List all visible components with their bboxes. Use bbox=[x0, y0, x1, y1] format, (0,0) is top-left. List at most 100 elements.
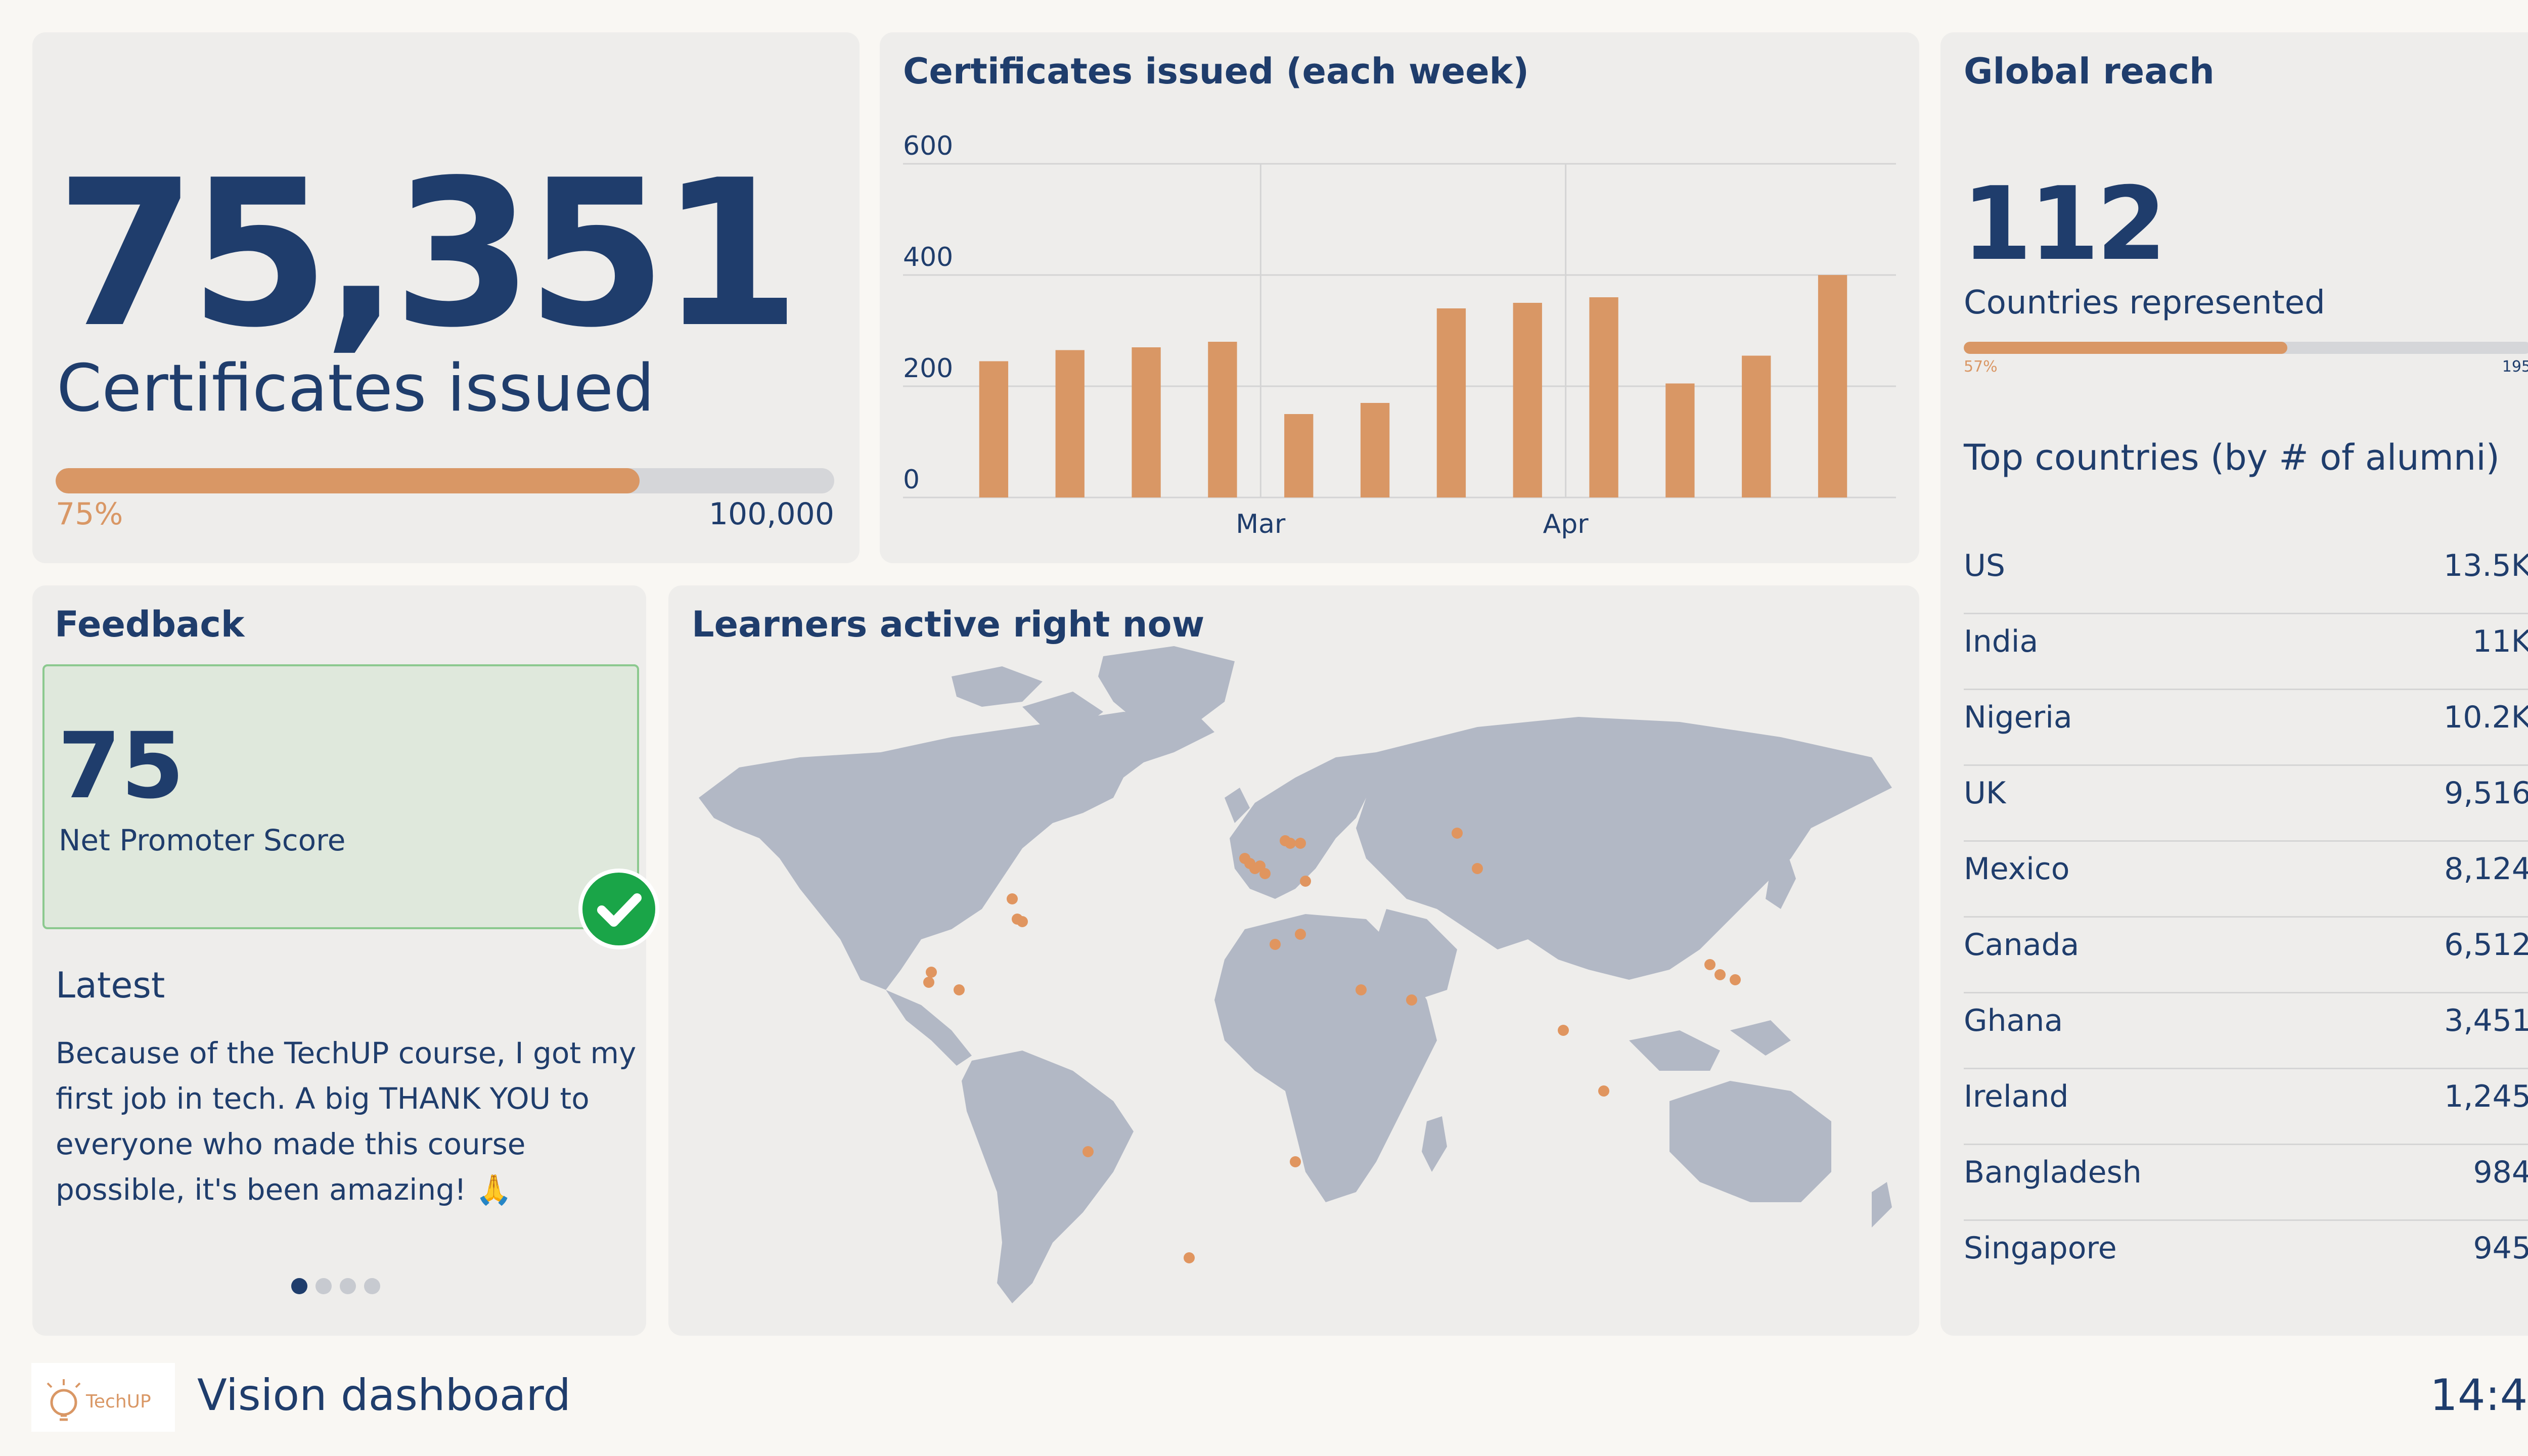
world-map bbox=[699, 646, 1892, 1303]
learner-dot bbox=[923, 977, 934, 988]
top-countries-title: Top countries (by # of alumni) bbox=[1964, 437, 2500, 478]
clock: 14:43 bbox=[2430, 1370, 2528, 1421]
learner-dot bbox=[1714, 969, 1726, 980]
country-row: UK 9,516 bbox=[1964, 765, 2528, 842]
learner-dot bbox=[1730, 974, 1741, 985]
country-name: India bbox=[1964, 624, 2039, 659]
countries-progress-percent: 57% bbox=[1964, 358, 1998, 376]
app-title: Vision dashboard bbox=[197, 1370, 571, 1421]
learner-dot bbox=[1300, 876, 1311, 887]
learner-dot bbox=[1259, 868, 1271, 879]
country-row: Canada 6,512 bbox=[1964, 917, 2528, 993]
country-value: 13.5K bbox=[2444, 548, 2528, 583]
country-value: 945 bbox=[2473, 1231, 2528, 1266]
chart-bar bbox=[1589, 297, 1618, 497]
chart-bar bbox=[1513, 303, 1542, 497]
y-tick-label: 0 bbox=[903, 465, 920, 495]
country-name: Nigeria bbox=[1964, 700, 2072, 735]
country-name: Bangladesh bbox=[1964, 1155, 2142, 1190]
learner-dot bbox=[954, 984, 965, 995]
weekly-certificates-card: Certificates issued (each week) 0 200 400 6… bbox=[880, 32, 1919, 563]
y-tick-label: 200 bbox=[903, 353, 953, 384]
country-value: 3,451 bbox=[2444, 1003, 2528, 1038]
country-name: UK bbox=[1964, 776, 2006, 811]
learner-dot bbox=[1017, 916, 1028, 927]
chart-bar bbox=[1742, 355, 1771, 497]
learner-dot bbox=[1290, 1156, 1301, 1167]
latest-feedback-quote: Because of the TechUP course, I got my f… bbox=[56, 1036, 637, 1207]
country-value: 10.2K bbox=[2444, 700, 2528, 735]
y-tick-label: 600 bbox=[903, 131, 953, 161]
certificates-total-value: 75,351 bbox=[56, 137, 801, 372]
country-row: Bangladesh 984 bbox=[1964, 1145, 2528, 1221]
country-row: Singapore 945 bbox=[1964, 1220, 2528, 1295]
chart-bar bbox=[1436, 308, 1466, 497]
learner-dot bbox=[1295, 838, 1306, 849]
country-name: US bbox=[1964, 548, 2006, 583]
countries-max-label: 195 bbox=[2502, 358, 2528, 376]
certificates-total-card: 75,351 Certificates issued 75% 100,000 bbox=[32, 32, 860, 563]
country-value: 11K bbox=[2472, 624, 2528, 659]
y-tick-label: 400 bbox=[903, 242, 953, 272]
learner-dots bbox=[923, 828, 1741, 1263]
chart-bar bbox=[1360, 403, 1390, 497]
country-row: US 13.5K bbox=[1964, 538, 2528, 614]
countries-label: Countries represented bbox=[1964, 284, 2325, 322]
carousel-dot[interactable] bbox=[340, 1278, 356, 1294]
country-row: Ghana 3,451 bbox=[1964, 993, 2528, 1069]
country-row: Mexico 8,124 bbox=[1964, 841, 2528, 918]
learner-dot bbox=[1295, 929, 1306, 940]
latest-feedback-title: Latest bbox=[56, 965, 165, 1006]
country-value: 9,516 bbox=[2444, 776, 2528, 811]
certificates-total-label: Certificates issued bbox=[57, 351, 655, 426]
learner-dot bbox=[1184, 1252, 1195, 1263]
chart-bar bbox=[1665, 383, 1695, 497]
carousel-dot[interactable] bbox=[291, 1278, 307, 1294]
countries-progress-fill bbox=[1964, 342, 2287, 354]
chart-bar bbox=[1284, 414, 1314, 497]
learner-dot bbox=[1270, 939, 1281, 950]
carousel-dot[interactable] bbox=[315, 1278, 332, 1294]
learner-dot bbox=[1285, 838, 1296, 849]
chart-bar bbox=[1132, 347, 1161, 497]
weekly-certificates-title: Certificates issued (each week) bbox=[903, 51, 1529, 92]
world-map-landmass bbox=[699, 646, 1892, 1303]
country-value: 6,512 bbox=[2444, 927, 2528, 963]
learner-dot bbox=[1406, 994, 1417, 1006]
global-reach-title: Global reach bbox=[1964, 51, 2215, 92]
certificates-progress-fill bbox=[56, 468, 640, 493]
learners-map-title: Learners active right now bbox=[692, 604, 1205, 645]
nps-panel: 75 Net Promoter Score bbox=[42, 664, 639, 929]
chart-bar bbox=[1055, 350, 1085, 497]
learner-dot bbox=[1598, 1085, 1609, 1097]
country-value: 984 bbox=[2473, 1155, 2528, 1190]
country-name: Mexico bbox=[1964, 851, 2070, 887]
x-tick-label: Apr bbox=[1543, 509, 1589, 539]
learner-dot bbox=[1704, 959, 1716, 970]
checkmark-icon bbox=[578, 869, 659, 949]
feedback-title: Feedback bbox=[55, 604, 245, 645]
certificates-goal-label: 100,000 bbox=[708, 496, 834, 532]
techup-logo: TechUP bbox=[31, 1363, 175, 1432]
logo-text: TechUP bbox=[85, 1391, 151, 1412]
learners-map-card: Learners active right now bbox=[668, 585, 1919, 1336]
country-name: Canada bbox=[1964, 927, 2080, 963]
chart-bar bbox=[1818, 275, 1847, 497]
global-reach-card: Global reach 112 Countries represented 5… bbox=[1940, 32, 2528, 1336]
country-name: Ireland bbox=[1964, 1079, 2069, 1114]
countries-count: 112 bbox=[1962, 165, 2166, 283]
countries-progress-bar bbox=[1964, 342, 2528, 354]
country-value: 8,124 bbox=[2444, 851, 2528, 887]
learner-dot bbox=[1472, 863, 1483, 874]
nps-label: Net Promoter Score bbox=[59, 823, 346, 857]
feedback-card: Feedback 75 Net Promoter Score Latest Be… bbox=[32, 585, 659, 1336]
country-row: Ireland 1,245 bbox=[1964, 1069, 2528, 1145]
weekly-certificates-chart: 0 200 400 600 Mar Apr bbox=[903, 131, 1896, 539]
country-value: 1,245 bbox=[2444, 1079, 2528, 1114]
country-name: Ghana bbox=[1964, 1003, 2063, 1038]
learner-dot bbox=[1082, 1146, 1094, 1157]
carousel-dot[interactable] bbox=[364, 1278, 380, 1294]
nps-score: 75 bbox=[58, 713, 185, 819]
learner-dot bbox=[1452, 828, 1463, 839]
country-name: Singapore bbox=[1964, 1231, 2117, 1266]
